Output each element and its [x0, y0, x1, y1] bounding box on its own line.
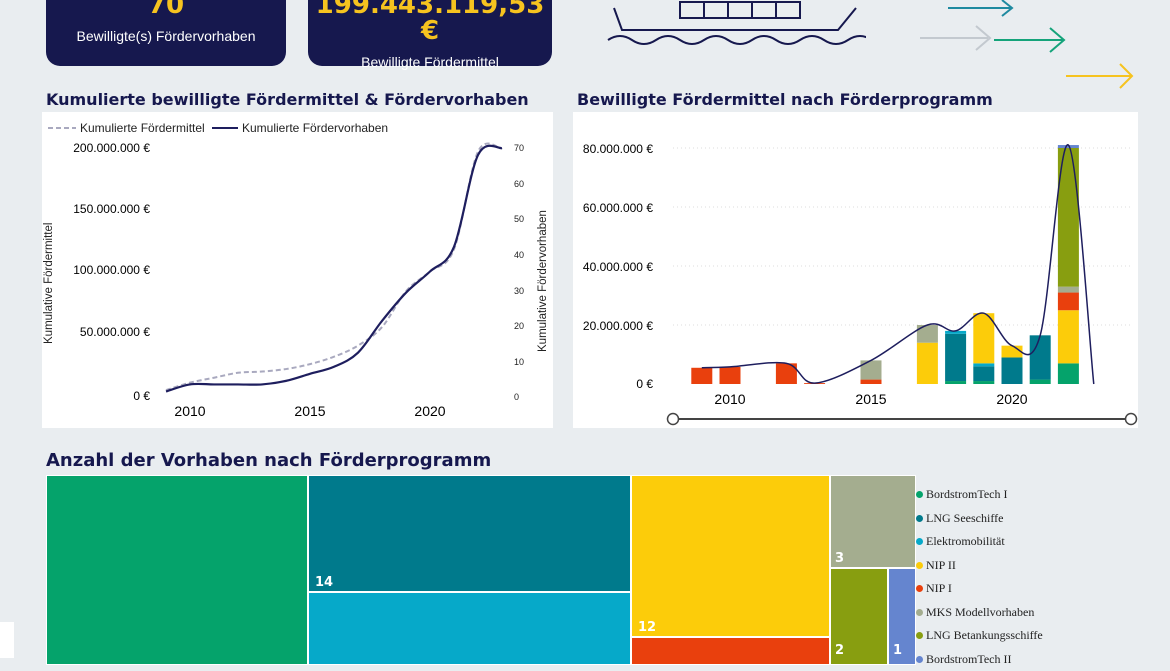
kpi-value-foerdermittel: 199.443.119,53 €: [308, 0, 552, 44]
chart1-x-tick: 2015: [294, 403, 325, 419]
chart1-y2-tick: 0: [514, 392, 519, 402]
treemap-label-bordstromtech-ii: 1: [893, 643, 902, 658]
cumulative-line-chart: Kumulierte Fördermittel Kumulierte Förde…: [42, 112, 553, 428]
legend-item-bordstromtech-i[interactable]: BordstromTech I: [916, 483, 1043, 507]
arrow-right-icon: [910, 0, 1150, 92]
bar-segment-elektromobilit-t-2019[interactable]: [973, 363, 994, 366]
treemap-tile-nip-ii[interactable]: 12: [631, 475, 830, 637]
chart2-y-tick: 0 €: [636, 377, 653, 391]
chart1-y-tick: 50.000.000 €: [80, 325, 150, 339]
chart1-legend-vorhaben: Kumulierte Fördervorhaben: [242, 121, 388, 135]
bar-segment-bordstromtech-i-2021[interactable]: [1030, 380, 1051, 384]
bar-segment-nip-i-2010[interactable]: [720, 367, 741, 384]
treemap-label-lng-betankung: 2: [835, 643, 844, 658]
legend-item-nip-ii[interactable]: NIP II: [916, 554, 1043, 578]
chart2-y-tick: 80.000.000 €: [583, 142, 653, 156]
chart2-x-tick: 2020: [996, 391, 1027, 407]
chart2-x-tick: 2015: [855, 391, 886, 407]
chart1-y-ticks-left: 200.000.000 € 150.000.000 € 100.000.000 …: [73, 141, 150, 403]
bar-segment-nip-ii-2019[interactable]: [973, 313, 994, 363]
chart3-title: Anzahl der Vorhaben nach Förderprogramm: [46, 450, 491, 471]
treemap-tile-bordstromtech-i[interactable]: [46, 475, 308, 665]
chart1-y-tick: 0 €: [133, 389, 150, 403]
bar-segment-nip-ii-2022[interactable]: [1058, 310, 1079, 363]
chart1-card: Kumulierte Fördermittel Kumulierte Förde…: [42, 112, 553, 428]
treemap-tile-lng-seeschiffe[interactable]: 14: [308, 475, 631, 592]
chart1-y2-tick: 60: [514, 179, 524, 189]
chart1-y-ticks-right: 70 60 50 40 30 20 10 0: [514, 143, 524, 402]
kpi-value-vorhaben: 70: [46, 0, 286, 18]
chart1-y2-tick: 50: [514, 214, 524, 224]
bar-segment-nip-ii-2020[interactable]: [1002, 346, 1023, 358]
bar-segment-bordstromtech-i-2022[interactable]: [1058, 363, 1079, 384]
chart1-y2-tick: 40: [514, 250, 524, 260]
legend-item-nip-i[interactable]: NIP I: [916, 577, 1043, 601]
treemap-tile-mks-modellvorhaben[interactable]: 3: [830, 475, 916, 568]
treemap-legend: BordstromTech I LNG Seeschiffe Elektromo…: [916, 483, 1043, 671]
chart1-legend: Kumulierte Fördermittel Kumulierte Förde…: [48, 121, 388, 135]
bar-segment-mks-modellvorhaben-2015[interactable]: [861, 360, 882, 379]
ship-icon: [606, 0, 866, 56]
bar-segment-nip-i-2022[interactable]: [1058, 293, 1079, 311]
legend-item-elektromobilitaet[interactable]: Elektromobilität: [916, 530, 1043, 554]
kpi-label-vorhaben: Bewilligte(s) Fördervorhaben: [46, 28, 286, 44]
kpi-card-vorhaben: 70 Bewilligte(s) Fördervorhaben: [46, 0, 286, 66]
treemap-tile-elektromobilitaet[interactable]: [308, 592, 631, 665]
chart2-x-ticks: 2010 2015 2020: [714, 391, 1027, 407]
chart1-x-tick: 2020: [414, 403, 445, 419]
chart1-x-tick: 2010: [174, 403, 205, 419]
total-trend-line: [702, 145, 1094, 384]
chart1-x-ticks: 2010 2015 2020: [174, 403, 445, 419]
bar-segment-lng-seeschiffe-2018[interactable]: [945, 334, 966, 381]
legend-item-bordstromtech-ii[interactable]: BordstromTech II: [916, 648, 1043, 671]
bar-segment-nip-i-2015[interactable]: [861, 380, 882, 384]
chart2-x-tick: 2010: [714, 391, 745, 407]
treemap-tile-nip-i[interactable]: [631, 637, 830, 665]
chart2-y-ticks: 80.000.000 € 60.000.000 € 40.000.000 € 2…: [583, 142, 653, 391]
page-corner-panel: [0, 622, 14, 658]
chart2-y-tick: 20.000.000 €: [583, 319, 653, 333]
bar-segment-bordstromtech-i-2018[interactable]: [945, 381, 966, 384]
chart1-ylabel-right: Kumulative Fördervorhaben: [537, 210, 549, 352]
series-line-kumulierte-foerdervorhaben: [166, 146, 502, 392]
series-line-kumulierte-foerdermittel: [166, 144, 502, 391]
time-range-slider[interactable]: [668, 414, 1137, 425]
treemap-tile-lng-betankungsschiffe[interactable]: 2: [830, 568, 888, 665]
chart1-y-tick: 200.000.000 €: [73, 141, 150, 155]
kpi-card-foerdermittel: 199.443.119,53 € Bewilligte Fördermittel: [308, 0, 552, 66]
chart1-legend-foerdermittel: Kumulierte Fördermittel: [80, 121, 205, 135]
chart1-y2-tick: 30: [514, 286, 524, 296]
bar-segment-lng-seeschiffe-2021[interactable]: [1030, 335, 1051, 379]
chart2-card: 80.000.000 € 60.000.000 € 40.000.000 € 2…: [573, 112, 1138, 428]
bar-segment-lng-seeschiffe-2019[interactable]: [973, 366, 994, 381]
treemap-tile-bordstromtech-ii[interactable]: 1: [888, 568, 916, 665]
time-range-slider-handle-start[interactable]: [668, 414, 679, 425]
treemap-label-mks: 3: [835, 551, 844, 566]
chart1-y-tick: 100.000.000 €: [73, 263, 150, 277]
time-range-slider-handle-end[interactable]: [1126, 414, 1137, 425]
chart1-y2-tick: 70: [514, 143, 524, 153]
legend-item-lng-seeschiffe[interactable]: LNG Seeschiffe: [916, 507, 1043, 531]
stacked-bar-chart: 80.000.000 € 60.000.000 € 40.000.000 € 2…: [573, 112, 1138, 428]
bar-segment-mks-modellvorhaben-2022[interactable]: [1058, 287, 1079, 293]
chart2-y-tick: 60.000.000 €: [583, 201, 653, 215]
legend-item-mks-modellvorhaben[interactable]: MKS Modellvorhaben: [916, 601, 1043, 625]
legend-item-lng-betankungsschiffe[interactable]: LNG Betankungsschiffe: [916, 624, 1043, 648]
chart1-ylabel-left: Kumulative Fördermittel: [43, 223, 55, 344]
treemap-label-nip-ii: 12: [638, 620, 656, 635]
treemap-label-lng-seeschiffe: 14: [315, 575, 333, 590]
chart1-title: Kumulierte bewilligte Fördermittel & För…: [46, 90, 529, 109]
bar-segment-lng-seeschiffe-2020[interactable]: [1002, 357, 1023, 384]
chart1-y-tick: 150.000.000 €: [73, 202, 150, 216]
kpi-label-foerdermittel: Bewilligte Fördermittel: [308, 54, 552, 70]
chart1-y2-tick: 10: [514, 357, 524, 367]
bar-segment-mks-modellvorhaben-2017[interactable]: [917, 325, 938, 343]
chart2-y-tick: 40.000.000 €: [583, 260, 653, 274]
bar-segment-nip-ii-2017[interactable]: [917, 343, 938, 384]
chart1-y2-tick: 20: [514, 321, 524, 331]
chart2-title: Bewilligte Fördermittel nach Förderprogr…: [577, 90, 993, 109]
bar-segment-bordstromtech-i-2019[interactable]: [973, 381, 994, 384]
bar-segment-nip-i-2009[interactable]: [691, 368, 712, 384]
